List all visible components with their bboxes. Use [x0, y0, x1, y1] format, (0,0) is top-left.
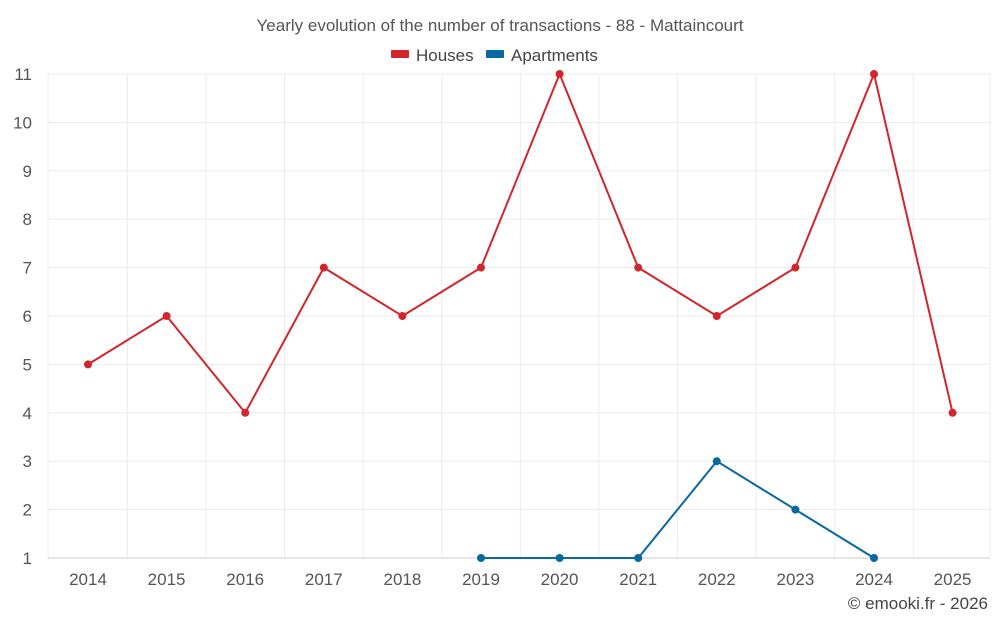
data-point-apartments[interactable] — [477, 554, 485, 562]
x-tick-label: 2015 — [148, 570, 186, 589]
x-tick-label: 2021 — [619, 570, 657, 589]
data-point-houses[interactable] — [555, 70, 564, 78]
data-point-houses[interactable] — [948, 408, 957, 417]
data-point-houses[interactable] — [162, 312, 171, 320]
data-point-apartments[interactable] — [712, 457, 721, 466]
y-tick-label: 7 — [23, 259, 32, 278]
x-axis-tick-labels: 2014 2015 2016 2017 2018 2019 2020 2021 2022 2023… — [69, 570, 971, 589]
chart-title: Yearly evolution of the number of transa… — [257, 16, 744, 35]
x-tick-label: 2023 — [776, 570, 814, 589]
legend: Houses Apartments — [391, 46, 598, 65]
data-point-apartments[interactable] — [870, 554, 878, 562]
data-point-apartments[interactable] — [791, 505, 800, 514]
x-tick-label: 2016 — [226, 570, 264, 589]
series-layer — [84, 70, 957, 562]
legend-item-apartments[interactable]: Apartments — [486, 46, 598, 65]
data-point-houses[interactable] — [477, 263, 485, 272]
x-tick-label: 2025 — [934, 570, 972, 589]
legend-label-apartments: Apartments — [511, 46, 598, 65]
series-line-houses — [87, 73, 954, 414]
data-point-houses[interactable] — [319, 263, 328, 272]
data-point-houses[interactable] — [634, 263, 643, 272]
x-tick-label: 2024 — [855, 570, 893, 589]
series-line-apartments — [481, 460, 875, 559]
data-point-houses[interactable] — [241, 408, 250, 417]
legend-swatch-apartments — [486, 50, 504, 58]
data-point-apartments[interactable] — [555, 554, 564, 562]
y-tick-label: 4 — [23, 404, 32, 423]
x-tick-label: 2018 — [383, 570, 421, 589]
x-tick-label: 2020 — [541, 570, 579, 589]
y-tick-label: 6 — [23, 307, 32, 326]
legend-swatch-houses — [391, 50, 409, 58]
y-tick-label: 11 — [14, 65, 32, 84]
horizontal-gridlines — [48, 73, 990, 511]
data-point-houses[interactable] — [712, 312, 721, 320]
y-tick-label: 2 — [23, 501, 32, 520]
y-tick-label: 9 — [23, 162, 32, 181]
data-point-houses[interactable] — [870, 70, 878, 78]
x-tick-label: 2014 — [69, 570, 107, 589]
y-tick-label: 1 — [23, 549, 32, 568]
data-point-houses[interactable] — [84, 360, 92, 369]
legend-label-houses: Houses — [416, 46, 474, 65]
y-tick-label: 10 — [13, 113, 32, 132]
legend-item-houses[interactable]: Houses — [391, 46, 474, 65]
credit-text: © emooki.fr - 2026 — [848, 594, 988, 613]
y-tick-label: 3 — [23, 452, 32, 471]
x-tick-label: 2022 — [698, 570, 736, 589]
x-tick-label: 2019 — [462, 570, 500, 589]
data-point-apartments[interactable] — [634, 554, 643, 562]
y-tick-label: 5 — [23, 355, 32, 374]
data-point-houses[interactable] — [791, 263, 800, 272]
data-point-houses[interactable] — [398, 312, 407, 320]
y-tick-label: 8 — [23, 210, 32, 229]
y-axis-tick-labels: 1 2 3 4 5 6 7 8 9 10 11 — [13, 65, 32, 568]
x-tick-label: 2017 — [305, 570, 343, 589]
